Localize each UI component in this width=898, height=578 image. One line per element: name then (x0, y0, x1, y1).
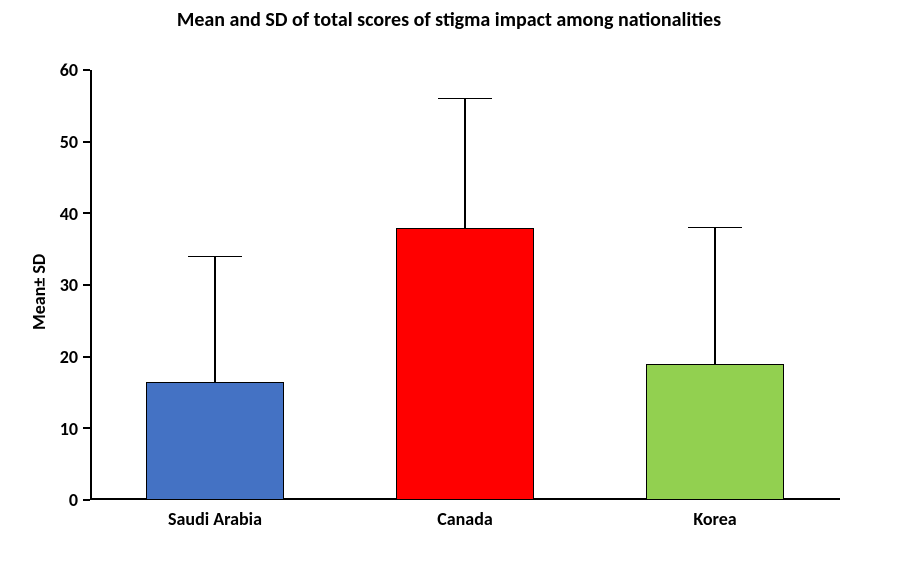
chart-container: Mean and SD of total scores of stigma im… (0, 0, 898, 578)
x-tick-label: Saudi Arabia (90, 508, 340, 530)
y-tick (83, 499, 90, 501)
error-bar (714, 228, 716, 364)
error-bar (464, 99, 466, 228)
bar (396, 228, 534, 500)
chart-title: Mean and SD of total scores of stigma im… (0, 8, 898, 32)
y-axis-line (90, 70, 92, 500)
y-tick-label: 50 (38, 131, 78, 153)
y-tick (83, 284, 90, 286)
y-tick (83, 69, 90, 71)
bar (646, 364, 784, 500)
y-tick (83, 427, 90, 429)
x-tick-label: Korea (590, 508, 840, 530)
y-tick (83, 356, 90, 358)
error-cap (438, 98, 492, 100)
error-cap (688, 227, 742, 229)
y-tick-label: 40 (38, 203, 78, 225)
x-tick-label: Canada (340, 508, 590, 530)
error-bar (214, 256, 216, 381)
error-cap (188, 256, 242, 258)
plot-area: 0102030405060Saudi ArabiaCanadaKorea (90, 70, 840, 500)
y-tick (83, 141, 90, 143)
y-tick-label: 0 (38, 489, 78, 511)
y-tick-label: 60 (38, 59, 78, 81)
y-tick-label: 30 (38, 274, 78, 296)
y-tick (83, 212, 90, 214)
y-tick-label: 20 (38, 346, 78, 368)
bar (146, 382, 284, 500)
y-tick-label: 10 (38, 418, 78, 440)
